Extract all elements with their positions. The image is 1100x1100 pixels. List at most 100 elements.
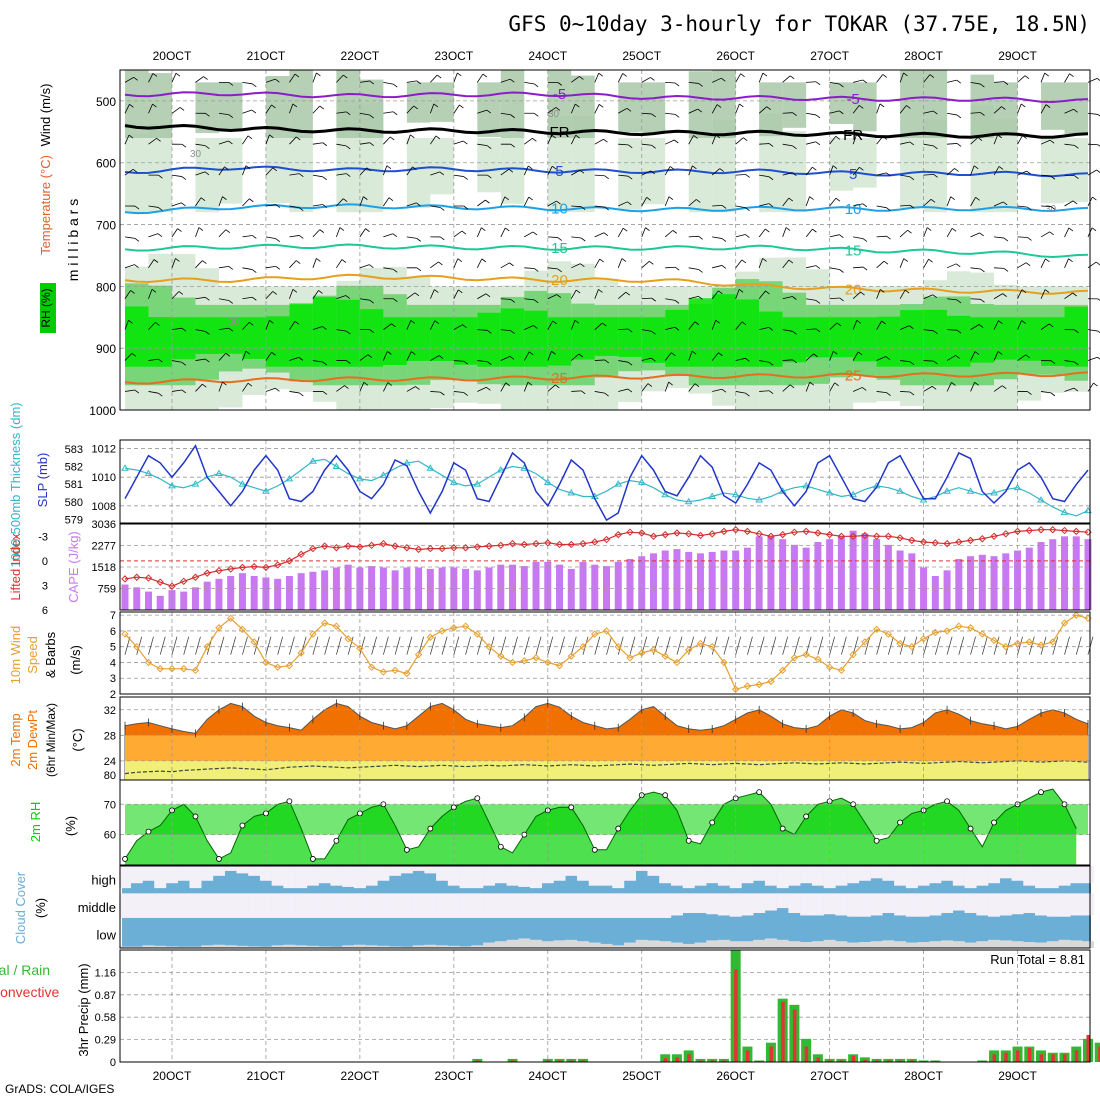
precip-convective-bar	[863, 1059, 867, 1062]
cloud-cell	[236, 893, 249, 918]
wind-barb	[978, 324, 984, 328]
wind-barb	[876, 103, 881, 114]
cloud-low-cell	[894, 941, 907, 948]
wind-barb	[345, 295, 351, 299]
wind-barb	[665, 298, 676, 301]
wind-barb	[218, 327, 229, 331]
cloud-cell	[588, 866, 601, 886]
lifted-index-marker	[215, 566, 223, 575]
isotherm-label: 20	[551, 272, 568, 289]
rh-cell	[1064, 82, 1088, 135]
wind-barb	[383, 136, 391, 145]
wind-barb	[603, 138, 608, 143]
wind-barb	[1064, 292, 1073, 300]
wind-barb	[242, 322, 250, 330]
wind-barb	[900, 174, 911, 178]
cloud-low-cell	[483, 942, 496, 948]
wind-barb	[950, 196, 955, 201]
wind-barb	[862, 266, 868, 271]
cloud-cell	[424, 866, 437, 874]
wind-barb	[134, 389, 140, 394]
cloud-cell	[271, 893, 284, 918]
surface-wind-barb	[559, 636, 565, 655]
wind-barb	[735, 289, 740, 299]
wind-barb	[158, 174, 163, 179]
isotherm-line	[124, 123, 1089, 139]
wind-barb	[429, 289, 435, 299]
rh-cell	[782, 82, 807, 128]
wind-barb	[533, 83, 539, 88]
wind-barb	[829, 351, 834, 361]
rh-cell	[876, 316, 901, 367]
wind-speed-marker	[461, 622, 470, 630]
lifted-index-marker	[872, 532, 881, 540]
wind-barb	[641, 112, 652, 115]
wind-barb	[272, 291, 278, 295]
wind-barb	[815, 300, 821, 304]
wind-barb	[457, 258, 463, 262]
wind-barb	[1017, 320, 1022, 330]
wind-barb	[947, 298, 958, 301]
wind-barb	[510, 114, 515, 119]
wind-speed-marker	[215, 624, 223, 632]
lifted-index-marker	[591, 538, 599, 546]
rh-cell	[218, 138, 243, 204]
lifted-index-marker	[1049, 526, 1057, 534]
cloud-cell	[212, 893, 225, 918]
cape-tick-label: 3036	[92, 519, 116, 531]
rh-marker	[803, 813, 810, 820]
surface-wind-barb	[629, 636, 636, 655]
cloud-low-cell	[929, 941, 942, 948]
cape-bar	[755, 536, 763, 610]
wind-barb	[179, 107, 185, 111]
wind-barb	[627, 175, 633, 180]
wind-barb	[1064, 73, 1070, 83]
rh-marker	[192, 813, 199, 820]
rh-cell	[195, 317, 219, 354]
wind-speed-marker	[731, 685, 740, 693]
slp-tick-label: 1012	[92, 444, 116, 456]
wind-barb	[292, 289, 298, 293]
wind-speed-marker	[438, 627, 446, 635]
wind-barb	[883, 260, 889, 265]
wind-tick-label: 4	[110, 657, 116, 669]
wind-barb	[1017, 262, 1027, 269]
rh-cell	[688, 71, 713, 138]
wind-barb	[336, 227, 341, 238]
slp-axis-label: SLP (mb)	[35, 453, 50, 508]
surface-wind-barb	[923, 636, 929, 655]
precip-convective-bar	[1074, 1050, 1079, 1062]
cape-bar	[649, 553, 657, 610]
surface-wind-barb	[324, 636, 331, 655]
wind-barb	[641, 143, 652, 146]
cloud-cell	[365, 866, 378, 886]
cloud-cell	[565, 866, 578, 876]
wind-barb	[833, 350, 838, 355]
wind-barb	[809, 381, 815, 386]
lifted-index-marker	[520, 540, 529, 549]
wind-barb	[134, 238, 140, 242]
cape-bar	[556, 564, 564, 610]
rh-cell	[336, 299, 360, 367]
cloud-low-cell	[565, 939, 578, 948]
wind-barb	[294, 321, 300, 325]
cloud-cell	[541, 866, 554, 884]
wind-barb	[195, 358, 206, 361]
wind-barb	[788, 197, 794, 202]
wind-barb	[994, 81, 1005, 83]
wind-barb	[486, 386, 491, 391]
rh-cell	[994, 119, 1018, 213]
wind-barb	[382, 351, 388, 361]
wind-barb	[900, 204, 911, 207]
wind-barb	[383, 233, 393, 238]
wind-speed-marker	[884, 630, 893, 638]
lifted-index-marker	[391, 542, 399, 550]
wind-barb	[299, 392, 304, 397]
wind-barb	[745, 234, 750, 238]
cloud-cell	[306, 866, 319, 886]
cloud-cell	[1058, 893, 1071, 917]
wind-barb	[205, 358, 210, 363]
cloud-cell	[377, 866, 390, 881]
surface-wind-barb	[218, 636, 225, 655]
wind-barb	[649, 260, 654, 265]
